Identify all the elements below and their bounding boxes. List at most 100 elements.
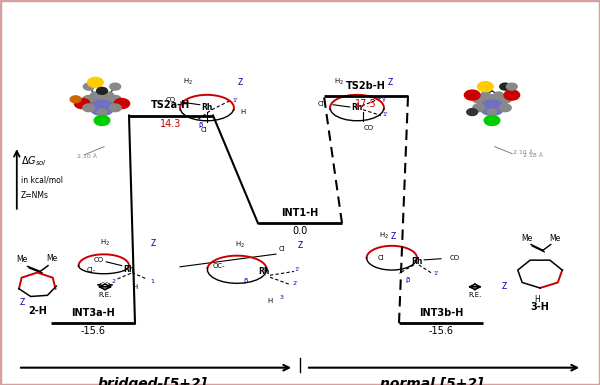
Text: 1': 1' xyxy=(233,99,239,103)
Text: H$_2$: H$_2$ xyxy=(100,238,110,248)
Text: Z: Z xyxy=(502,282,506,291)
Text: Cl: Cl xyxy=(278,246,286,252)
Circle shape xyxy=(83,83,94,90)
Text: 2.18 Å: 2.18 Å xyxy=(523,154,543,158)
Text: Cl: Cl xyxy=(317,101,324,107)
Circle shape xyxy=(485,95,499,104)
Text: H$_2$: H$_2$ xyxy=(379,231,389,241)
Text: Z: Z xyxy=(391,232,395,241)
Circle shape xyxy=(473,95,485,103)
Text: Cl: Cl xyxy=(200,127,208,133)
Text: Rh: Rh xyxy=(412,257,422,266)
Text: 1': 1' xyxy=(434,271,440,276)
Text: Z: Z xyxy=(388,78,392,87)
Circle shape xyxy=(506,83,517,90)
Circle shape xyxy=(109,95,121,103)
Text: 3-H: 3-H xyxy=(530,302,550,312)
Text: 2-H: 2-H xyxy=(28,306,47,316)
Text: Me: Me xyxy=(17,255,28,264)
Text: 17.5: 17.5 xyxy=(355,99,377,109)
Text: bridged-[5+2]: bridged-[5+2] xyxy=(98,377,208,385)
Circle shape xyxy=(494,92,503,98)
Circle shape xyxy=(109,104,121,112)
Text: β: β xyxy=(244,278,248,284)
Circle shape xyxy=(467,109,478,116)
Text: Rh: Rh xyxy=(352,103,362,112)
Text: 14.3: 14.3 xyxy=(160,119,182,129)
Text: Z: Z xyxy=(238,78,242,87)
Text: 2.10 Å: 2.10 Å xyxy=(513,150,533,155)
Text: R.E.: R.E. xyxy=(98,292,112,298)
Circle shape xyxy=(499,95,511,103)
Circle shape xyxy=(480,100,504,116)
Text: CO: CO xyxy=(450,255,460,261)
Text: -15.6: -15.6 xyxy=(80,326,106,336)
Text: 2: 2 xyxy=(112,279,116,283)
Circle shape xyxy=(481,92,490,98)
Text: 2.10 Å: 2.10 Å xyxy=(77,154,97,159)
Circle shape xyxy=(88,77,103,87)
Text: Z: Z xyxy=(151,239,155,248)
Circle shape xyxy=(487,109,497,115)
Text: H$_2$: H$_2$ xyxy=(334,77,344,87)
Circle shape xyxy=(484,116,500,126)
Text: CO: CO xyxy=(364,125,374,131)
Text: H$_2$: H$_2$ xyxy=(235,240,245,250)
Circle shape xyxy=(94,116,110,126)
Text: INT1-H: INT1-H xyxy=(281,208,319,218)
Text: $\Delta G_{sol}$: $\Delta G_{sol}$ xyxy=(21,154,47,168)
Circle shape xyxy=(114,99,130,109)
Text: 1: 1 xyxy=(150,279,154,283)
Circle shape xyxy=(478,82,493,92)
Text: TS2a-H: TS2a-H xyxy=(151,100,191,110)
Text: Me: Me xyxy=(47,254,58,263)
Text: H$_2$: H$_2$ xyxy=(183,77,193,87)
Circle shape xyxy=(473,104,485,112)
Circle shape xyxy=(74,99,90,109)
Text: Me: Me xyxy=(550,234,560,243)
Text: 0.0: 0.0 xyxy=(292,226,308,236)
Circle shape xyxy=(91,92,100,98)
Circle shape xyxy=(90,100,114,116)
Text: Cl-: Cl- xyxy=(87,266,96,273)
Text: normal [5+2]: normal [5+2] xyxy=(380,377,484,385)
Circle shape xyxy=(97,87,107,94)
Text: Rh: Rh xyxy=(124,265,134,274)
Text: Z=NMs: Z=NMs xyxy=(21,191,49,199)
Text: CO: CO xyxy=(94,257,104,263)
Circle shape xyxy=(504,90,520,100)
Text: Z: Z xyxy=(298,241,302,250)
Text: Rh: Rh xyxy=(259,267,269,276)
Text: in kcal/mol: in kcal/mol xyxy=(21,175,63,184)
Circle shape xyxy=(499,104,511,112)
Text: Rh: Rh xyxy=(202,103,212,112)
Text: H: H xyxy=(268,298,272,305)
Text: CO: CO xyxy=(166,97,176,103)
Text: INT3a-H: INT3a-H xyxy=(71,308,115,318)
Text: 1': 1' xyxy=(294,267,300,272)
Text: β: β xyxy=(199,122,203,129)
Circle shape xyxy=(500,83,511,90)
Text: H: H xyxy=(534,295,540,303)
Text: 3: 3 xyxy=(280,295,284,300)
Text: Z: Z xyxy=(20,298,25,307)
Text: R.E.: R.E. xyxy=(468,292,481,298)
Text: H: H xyxy=(240,109,245,115)
Circle shape xyxy=(110,83,121,90)
Circle shape xyxy=(95,95,109,104)
Text: 2': 2' xyxy=(293,281,299,286)
Text: INT3b-H: INT3b-H xyxy=(419,308,463,318)
Text: Cl: Cl xyxy=(377,255,384,261)
Text: β: β xyxy=(406,277,410,283)
Circle shape xyxy=(464,90,480,100)
Circle shape xyxy=(104,92,113,98)
Text: 1': 1' xyxy=(383,112,389,117)
Circle shape xyxy=(97,109,107,115)
Circle shape xyxy=(83,104,95,112)
Text: H: H xyxy=(133,284,137,290)
Text: OC-: OC- xyxy=(212,263,225,269)
Circle shape xyxy=(70,96,81,103)
Text: TS2b-H: TS2b-H xyxy=(346,81,386,91)
Text: γ: γ xyxy=(382,97,386,102)
Circle shape xyxy=(83,95,95,103)
